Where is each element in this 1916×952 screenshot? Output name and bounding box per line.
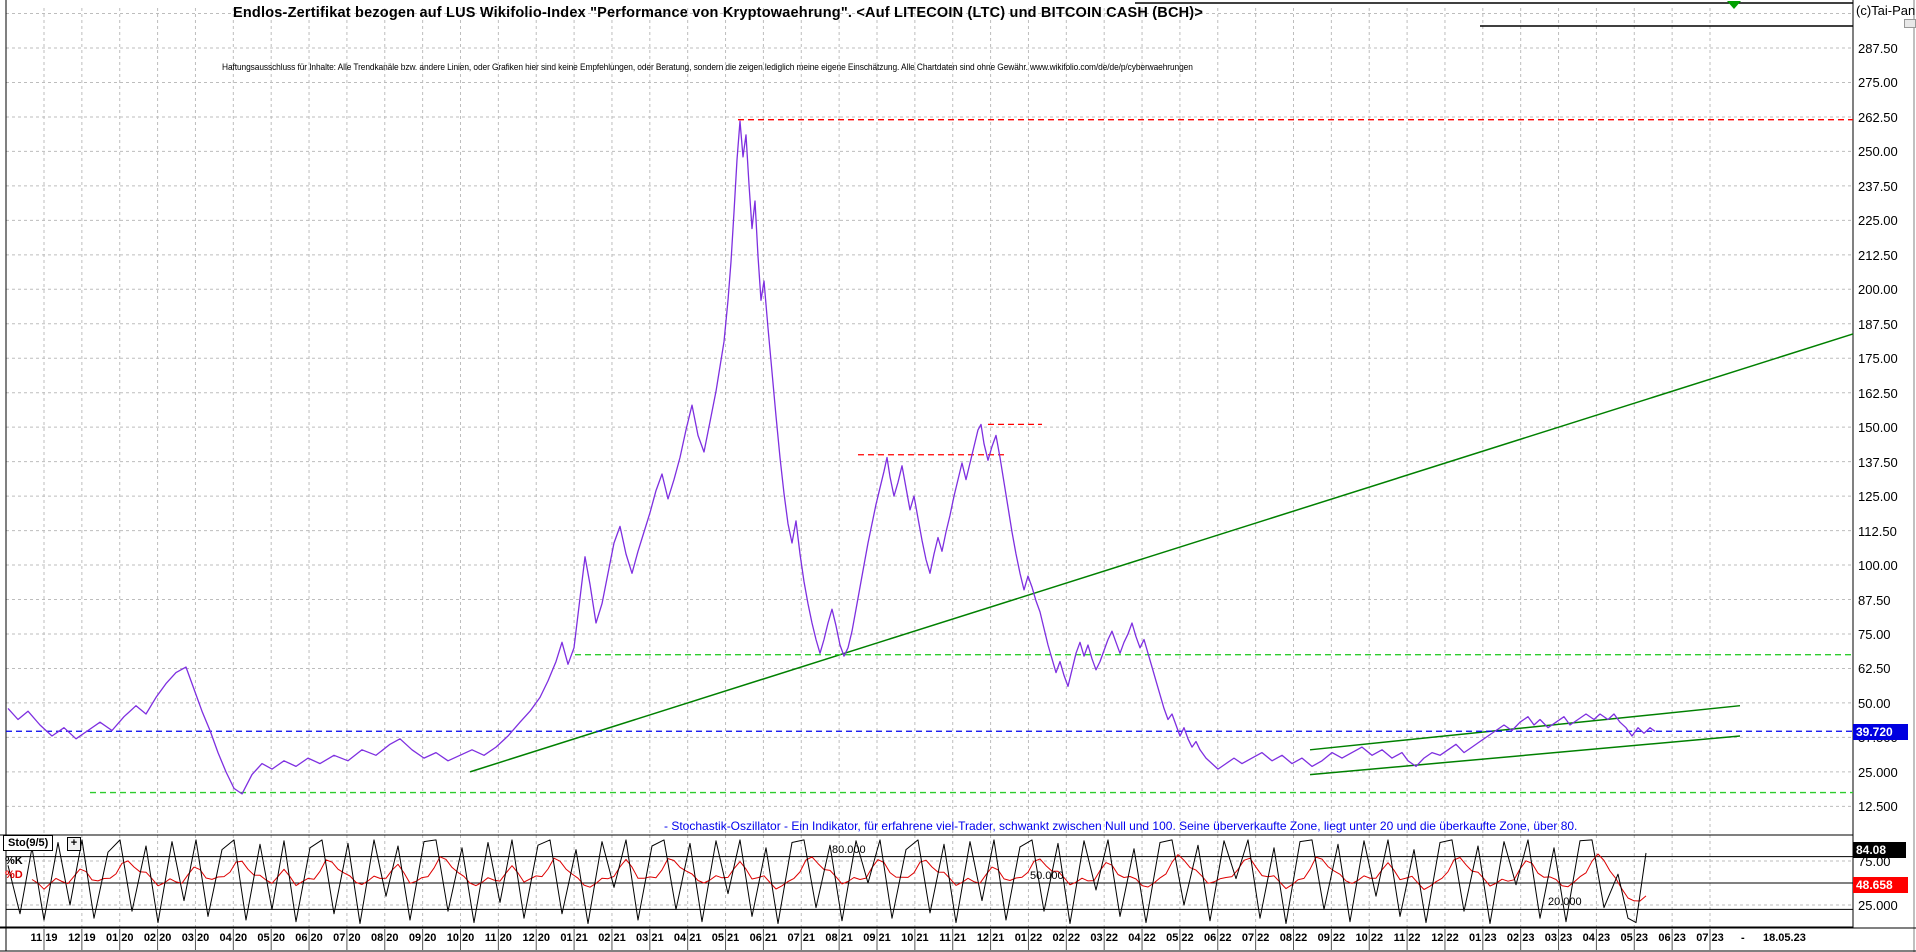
month-label: 05 22	[1166, 932, 1194, 944]
current-price-badge: 39.720	[1853, 724, 1908, 740]
k-line-label: %K	[5, 855, 23, 867]
oscillator-level-label: 50.000	[1030, 870, 1064, 882]
copyright-label: (c)Tai-Pan	[1856, 3, 1916, 18]
month-label: 11 20	[484, 932, 512, 944]
price-axis-label: 262.50	[1858, 109, 1898, 125]
month-label: 09 21	[863, 932, 891, 944]
uptrend-line	[469, 333, 1854, 773]
k-value-badge: 84.08	[1853, 842, 1906, 858]
price-axis-label: 275.00	[1858, 75, 1898, 91]
month-label: 06 20	[295, 932, 323, 944]
price-axis-label: 187.50	[1858, 316, 1898, 332]
month-label: 09 22	[1317, 932, 1346, 944]
month-label: 04 22	[1128, 932, 1156, 944]
month-label: 04 20	[219, 932, 248, 944]
add-indicator-button[interactable]: +	[67, 837, 81, 851]
month-label: 10 21	[901, 932, 929, 944]
channel-lower	[1309, 735, 1741, 776]
collapse-button[interactable]	[1904, 19, 1916, 28]
oscillator-level-label: 20.000	[1548, 896, 1582, 909]
month-label: 03 22	[1090, 932, 1118, 944]
month-label: 02 22	[1052, 932, 1081, 944]
price-axis-label: 250.00	[1858, 144, 1898, 160]
month-label: 07 20	[333, 932, 361, 944]
d-value-badge: 48.658	[1853, 877, 1908, 893]
month-label: 01 20	[105, 932, 134, 944]
price-axis-label: 62.50	[1858, 661, 1891, 677]
month-label: 08 21	[825, 932, 853, 944]
month-label: 05 21	[711, 932, 740, 944]
month-label: 12 22	[1431, 932, 1459, 944]
month-label: 02 23	[1506, 932, 1535, 944]
price-axis-label: 162.50	[1858, 385, 1898, 401]
price-line	[7, 120, 1656, 795]
price-axis-label: 100.00	[1858, 558, 1898, 574]
price-axis-label: 75.00	[1858, 626, 1891, 642]
k-line	[7, 839, 1647, 924]
axis-end-dash: -	[1741, 932, 1745, 944]
price-axis-label: 112.50	[1858, 523, 1897, 539]
month-label: 06 21	[749, 932, 778, 944]
oscillator-note: - Stochastik-Oszillator - Ein Indikator,…	[664, 819, 1578, 833]
month-label: 01 21	[560, 932, 588, 944]
disclaimer-text: Haftungsausschluss für Inhalte: Alle Tre…	[222, 62, 1193, 73]
month-label: 07 23	[1696, 932, 1724, 944]
oscillator-level-label: 80.000	[832, 843, 866, 856]
month-label: 12 19	[68, 932, 96, 944]
month-label: 11 22	[1393, 932, 1421, 944]
month-label: 05 20	[257, 932, 285, 944]
price-axis-label: 50.00	[1858, 695, 1891, 711]
price-axis-label: 200.00	[1858, 282, 1898, 298]
month-label: 09 20	[408, 932, 437, 944]
price-axis-label: 225.00	[1858, 213, 1898, 229]
month-label: 11 21	[939, 932, 967, 944]
month-label: 07 21	[787, 932, 816, 944]
month-label: 12 20	[522, 932, 550, 944]
month-label: 10 22	[1355, 932, 1383, 944]
price-axis-label: 212.50	[1858, 247, 1898, 263]
d-line	[31, 853, 1647, 902]
channel-upper	[1309, 704, 1741, 751]
price-axis-label: 175.00	[1858, 351, 1898, 367]
price-axis-label: 150.00	[1858, 420, 1898, 436]
month-label: 02 21	[598, 932, 626, 944]
month-label: 01 22	[1014, 932, 1043, 944]
month-label: 05 23	[1620, 932, 1649, 944]
top-marker-triangle	[1727, 1, 1741, 9]
month-label: 02 20	[143, 932, 172, 944]
price-axis-label: 12.500	[1858, 799, 1898, 815]
chart-title: Endlos-Zertifikat bezogen auf LUS Wikifo…	[233, 5, 1204, 21]
price-axis-label: 25.000	[1858, 764, 1898, 780]
month-label: 04 23	[1582, 932, 1611, 944]
month-label: 06 23	[1658, 932, 1686, 944]
month-label: 12 21	[976, 932, 1005, 944]
price-axis-label: 137.50	[1858, 454, 1898, 470]
price-axis-label: 237.50	[1858, 178, 1898, 194]
month-label: 01 23	[1469, 932, 1497, 944]
month-label: 06 22	[1204, 932, 1232, 944]
month-label: 03 20	[181, 932, 210, 944]
indicator-legend-button[interactable]: Sto(9/5)	[3, 835, 54, 851]
price-axis-label: 287.50	[1858, 41, 1898, 56]
oscillator-axis-label: 25.000	[1858, 898, 1898, 913]
month-label: 03 23	[1544, 932, 1573, 944]
price-axis-label: 125.00	[1858, 489, 1898, 505]
month-label: 08 22	[1279, 932, 1308, 944]
d-line-label: %D	[5, 869, 23, 881]
month-label: 04 21	[673, 932, 702, 944]
month-label: 07 22	[1241, 932, 1270, 944]
month-label: 08 20	[371, 932, 399, 944]
price-axis-label: 87.50	[1858, 592, 1891, 608]
month-label: 10 20	[446, 932, 475, 944]
last-date-label: 18.05.23	[1763, 932, 1806, 944]
month-label: 03 21	[636, 932, 664, 944]
month-label: 11 19	[30, 932, 58, 944]
